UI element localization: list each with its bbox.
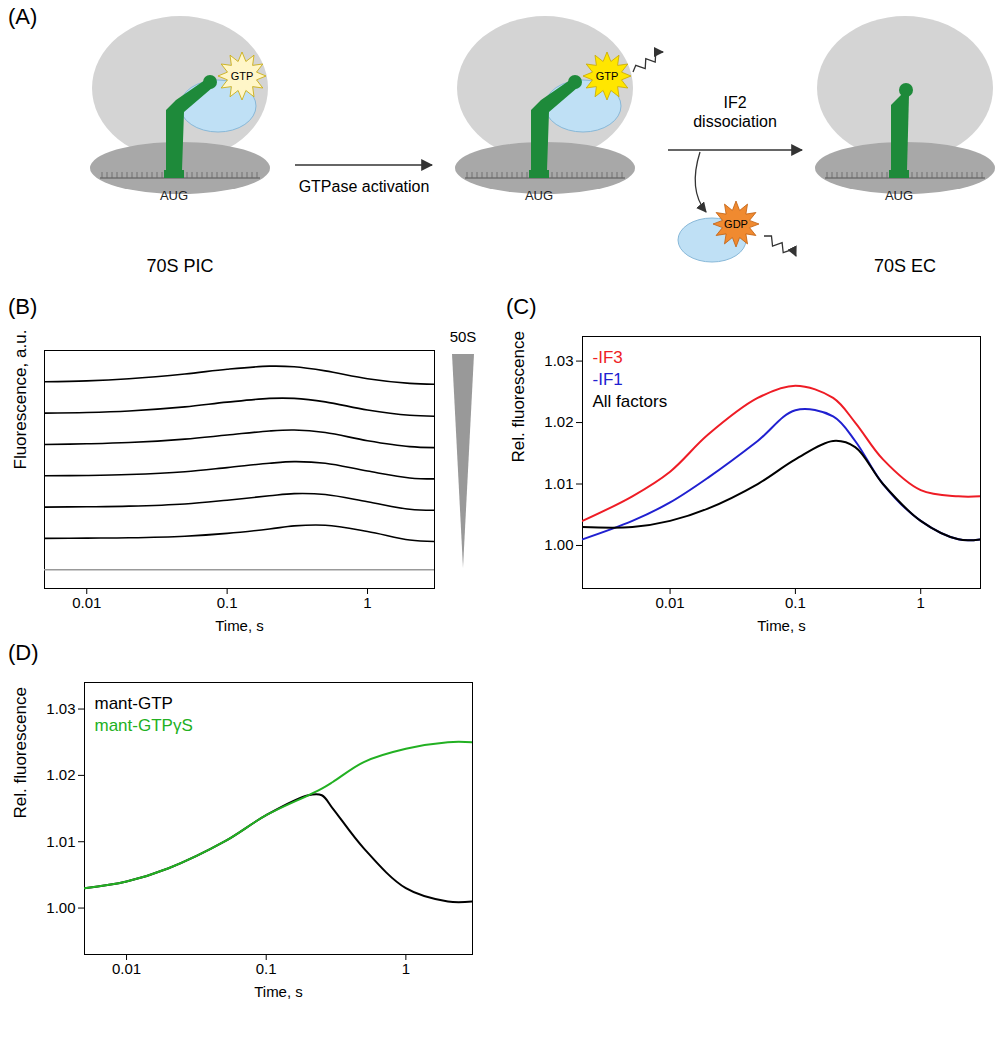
- svg-text:1.00: 1.00: [544, 536, 573, 553]
- svg-text:AUG: AUG: [525, 188, 553, 203]
- svg-text:AUG: AUG: [885, 188, 913, 203]
- svg-text:Rel. fluorescence: Rel. fluorescence: [509, 331, 528, 462]
- svg-text:0.1: 0.1: [217, 594, 238, 611]
- svg-text:1: 1: [402, 960, 410, 977]
- svg-text:AUG: AUG: [160, 188, 188, 203]
- svg-text:1.02: 1.02: [46, 766, 75, 783]
- svg-text:-IF1: -IF1: [593, 370, 623, 389]
- svg-text:mant-GTP: mant-GTP: [95, 694, 173, 713]
- svg-text:1.03: 1.03: [46, 700, 75, 717]
- svg-text:GTP: GTP: [231, 70, 254, 82]
- svg-text:IF2dissociation: IF2dissociation: [693, 94, 777, 130]
- svg-text:50S: 50S: [450, 328, 477, 345]
- html-text:(C): (C): [506, 294, 537, 319]
- svg-text:1.01: 1.01: [46, 833, 75, 850]
- svg-text:70S PIC: 70S PIC: [146, 256, 213, 276]
- svg-text:0.01: 0.01: [655, 594, 684, 611]
- svg-text:1.02: 1.02: [544, 413, 573, 430]
- svg-text:Time, s: Time, s: [215, 617, 264, 634]
- svg-text:GTP: GTP: [596, 70, 619, 82]
- html-text:(D): (D): [8, 640, 39, 665]
- svg-text:1.03: 1.03: [544, 352, 573, 369]
- svg-text:Rel. fluorescence: Rel. fluorescence: [11, 687, 30, 818]
- svg-text:0.01: 0.01: [72, 594, 101, 611]
- svg-text:1.01: 1.01: [544, 475, 573, 492]
- svg-text:GDP: GDP: [724, 218, 748, 230]
- html-text:(B): (B): [8, 294, 38, 319]
- svg-text:1.00: 1.00: [46, 899, 75, 916]
- svg-text:mant-GTPγS: mant-GTPγS: [95, 716, 193, 735]
- svg-text:All factors: All factors: [593, 392, 668, 411]
- svg-text:70S EC: 70S EC: [874, 256, 936, 276]
- svg-text:1: 1: [363, 594, 371, 611]
- svg-text:1: 1: [917, 594, 925, 611]
- svg-text:0.1: 0.1: [785, 594, 806, 611]
- svg-text:0.01: 0.01: [112, 960, 141, 977]
- svg-text:Time, s: Time, s: [757, 617, 806, 634]
- svg-text:Fluorescence, a.u.: Fluorescence, a.u.: [11, 330, 30, 470]
- svg-text:-IF3: -IF3: [593, 348, 623, 367]
- svg-text:(A): (A): [8, 4, 37, 29]
- svg-text:GTPase activation: GTPase activation: [299, 178, 430, 195]
- svg-text:0.1: 0.1: [256, 960, 277, 977]
- svg-text:Time, s: Time, s: [254, 983, 303, 1000]
